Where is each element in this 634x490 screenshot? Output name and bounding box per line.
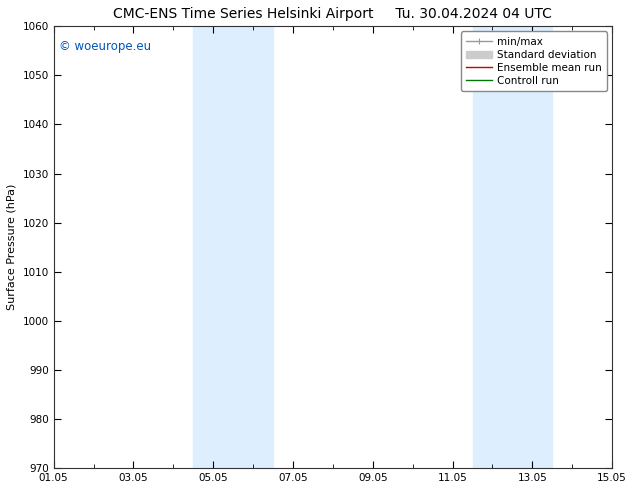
- Text: © woeurope.eu: © woeurope.eu: [59, 40, 152, 52]
- Title: CMC-ENS Time Series Helsinki Airport     Tu. 30.04.2024 04 UTC: CMC-ENS Time Series Helsinki Airport Tu.…: [113, 7, 552, 21]
- Legend: min/max, Standard deviation, Ensemble mean run, Controll run: min/max, Standard deviation, Ensemble me…: [460, 31, 607, 91]
- Y-axis label: Surface Pressure (hPa): Surface Pressure (hPa): [7, 184, 17, 311]
- Bar: [233, 26, 273, 468]
- Bar: [472, 26, 512, 468]
- Bar: [193, 26, 233, 468]
- Bar: [512, 26, 552, 468]
